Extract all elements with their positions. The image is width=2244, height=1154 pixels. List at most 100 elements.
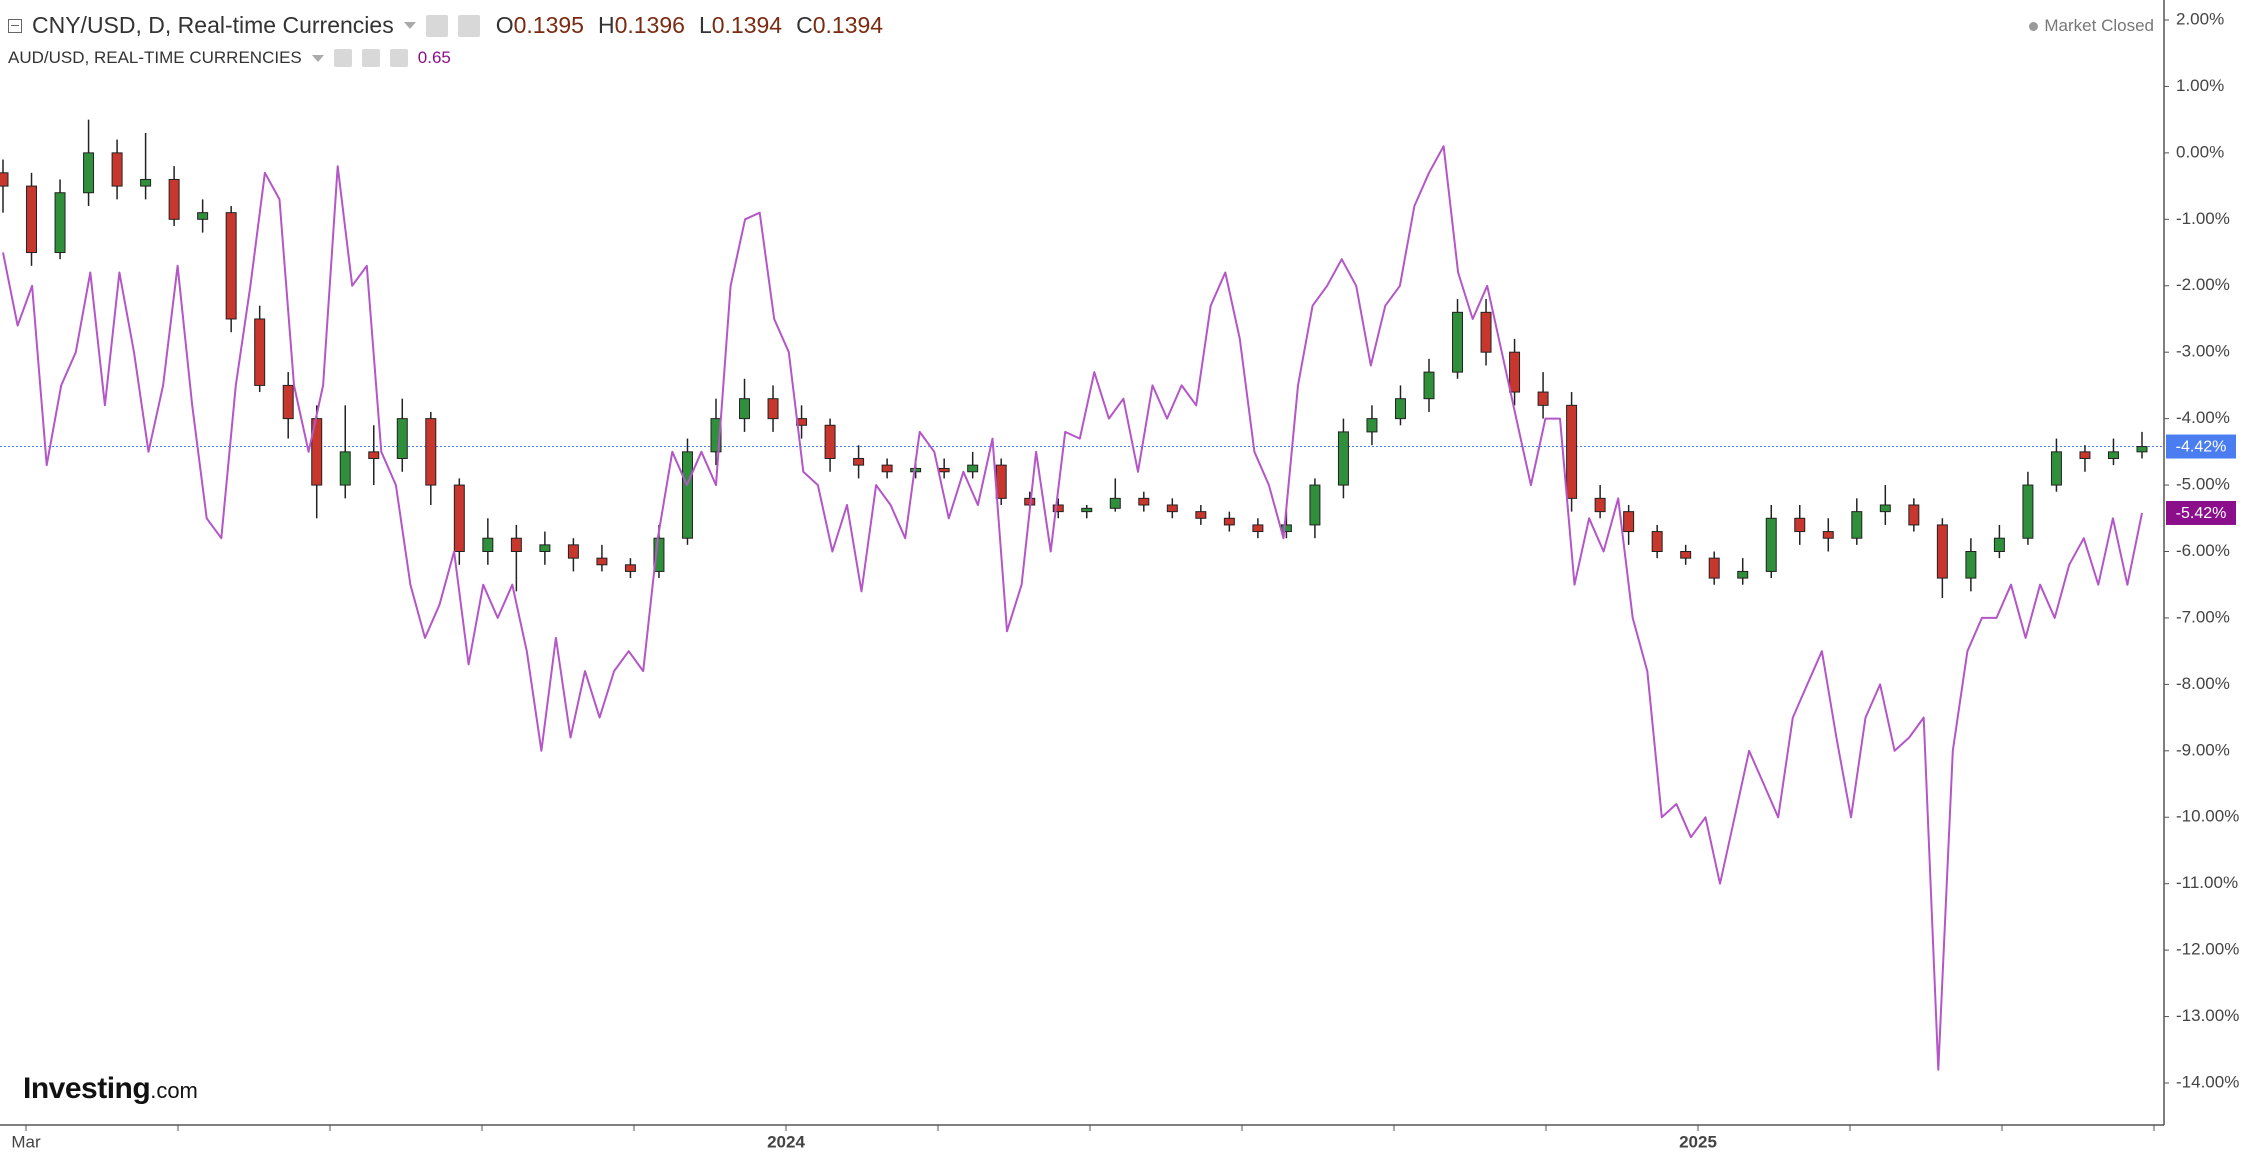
- candle-body: [140, 178, 152, 187]
- y-tick-label: -13.00%: [2176, 1006, 2239, 1025]
- candle-body: [111, 152, 123, 187]
- candle-body: [1537, 391, 1549, 406]
- candle-body: [1737, 570, 1749, 579]
- candle-body: [453, 484, 465, 552]
- compare-menu[interactable]: [311, 54, 324, 62]
- candle-body: [26, 185, 38, 254]
- candle-body: [853, 457, 865, 466]
- settings-icon[interactable]: [361, 49, 380, 67]
- candle-body: [1480, 311, 1492, 353]
- y-tick-label: -7.00%: [2176, 607, 2230, 626]
- ohlc-values: O0.1395 H0.1396 L0.1394 C0.1394: [496, 12, 883, 39]
- logo-brand: Investing: [23, 1072, 151, 1105]
- x-tick-label: 2024: [767, 1132, 805, 1151]
- candle-body: [1394, 398, 1406, 420]
- candle-body: [2079, 451, 2091, 459]
- candle-body: [881, 464, 893, 473]
- candle-body: [2050, 451, 2062, 486]
- series-title[interactable]: CNY/USD, D, Real-time Currencies: [32, 12, 394, 38]
- y-tick-label: 0.00%: [2176, 142, 2224, 161]
- candle-body: [1822, 531, 1834, 539]
- y-tick-label: -6.00%: [2176, 541, 2230, 560]
- series-menu[interactable]: [403, 22, 416, 29]
- candle-body: [1223, 517, 1235, 526]
- y-tick-label: -9.00%: [2176, 740, 2230, 759]
- visibility-icon[interactable]: [425, 14, 448, 37]
- candle-body: [396, 418, 408, 459]
- candle-body: [1052, 504, 1064, 513]
- y-tick-label: -3.00%: [2176, 342, 2230, 361]
- candle-body: [824, 424, 836, 459]
- candle-body: [938, 467, 950, 473]
- candle-body: [653, 537, 665, 572]
- candle-body: [1366, 418, 1378, 433]
- candle-body: [368, 451, 380, 459]
- visibility-icon[interactable]: [333, 49, 352, 67]
- candle-body: [567, 544, 579, 559]
- candle-body: [1309, 484, 1321, 526]
- candle-body: [681, 451, 693, 539]
- candle-body: [995, 464, 1007, 499]
- ohlc-item: C0.1394: [796, 12, 883, 39]
- status-dot: [2029, 21, 2039, 31]
- line-series: [2, 145, 2143, 1071]
- candle-body: [510, 537, 522, 553]
- candle-body: [1452, 311, 1464, 373]
- settings-icon[interactable]: [457, 14, 480, 37]
- compare-legend: AUD/USD, REAL-TIME CURRENCIES 0.65: [8, 48, 451, 68]
- ohlc-item: H0.1396: [598, 12, 685, 39]
- candle-body: [1109, 497, 1121, 509]
- y-tick-label: -12.00%: [2176, 940, 2239, 959]
- candle-body: [1794, 517, 1806, 533]
- y-tick-label: -1.00%: [2176, 209, 2230, 228]
- y-tick-label: -2.00%: [2176, 275, 2230, 294]
- x-tick-label: Mar: [11, 1132, 41, 1151]
- candle-body: [282, 384, 294, 420]
- candle-body: [197, 212, 209, 220]
- remove-icon[interactable]: [389, 49, 408, 67]
- candle-body: [1423, 371, 1435, 400]
- candle-body: [739, 398, 751, 420]
- ohlc-item: L0.1394: [699, 12, 782, 39]
- candle-body: [539, 544, 551, 553]
- candle-body: [2107, 451, 2119, 459]
- main-legend: CNY/USD, D, Real-time Currencies O0.1395…: [8, 12, 883, 39]
- candle-body: [1765, 517, 1777, 572]
- ohlc-value: 0.1394: [812, 12, 884, 38]
- candle-body: [1081, 507, 1093, 513]
- y-tick-label: -14.00%: [2176, 1072, 2239, 1091]
- compare-title[interactable]: AUD/USD, REAL-TIME CURRENCIES: [8, 48, 302, 67]
- candle-body: [1708, 557, 1720, 579]
- candle-body: [1252, 524, 1264, 533]
- y-tick-label: -5.00%: [2176, 475, 2230, 494]
- y-tick-label: -10.00%: [2176, 807, 2239, 826]
- ohlc-item: O0.1395: [496, 12, 584, 39]
- candle-body: [710, 418, 722, 453]
- candle-body: [1965, 551, 1977, 579]
- collapse-icon[interactable]: [8, 18, 22, 33]
- y-tick-label: 2.00%: [2176, 9, 2224, 28]
- candle-body: [482, 537, 494, 553]
- candle-body: [1908, 504, 1920, 526]
- candle-body: [767, 398, 779, 420]
- candle-body: [1509, 351, 1521, 393]
- candle-body: [0, 172, 9, 187]
- candle-body: [1651, 531, 1663, 552]
- candle-body: [1851, 511, 1863, 539]
- logo-suffix: .com: [150, 1078, 198, 1103]
- candle-body: [1166, 504, 1178, 513]
- candle-body: [1566, 404, 1578, 499]
- candle-body: [83, 152, 95, 194]
- ohlc-label: O: [495, 12, 514, 38]
- candle-body: [1680, 551, 1692, 559]
- y-tick-label: 1.00%: [2176, 76, 2224, 95]
- candle-body: [1138, 497, 1150, 506]
- status-text: Market Closed: [2044, 16, 2154, 35]
- plot-background: [0, 0, 2164, 1125]
- candle-body: [624, 564, 636, 572]
- candle-body: [1280, 524, 1292, 533]
- candle-body: [168, 178, 180, 220]
- market-status: Market Closed: [2029, 16, 2154, 36]
- candle-body: [339, 451, 351, 486]
